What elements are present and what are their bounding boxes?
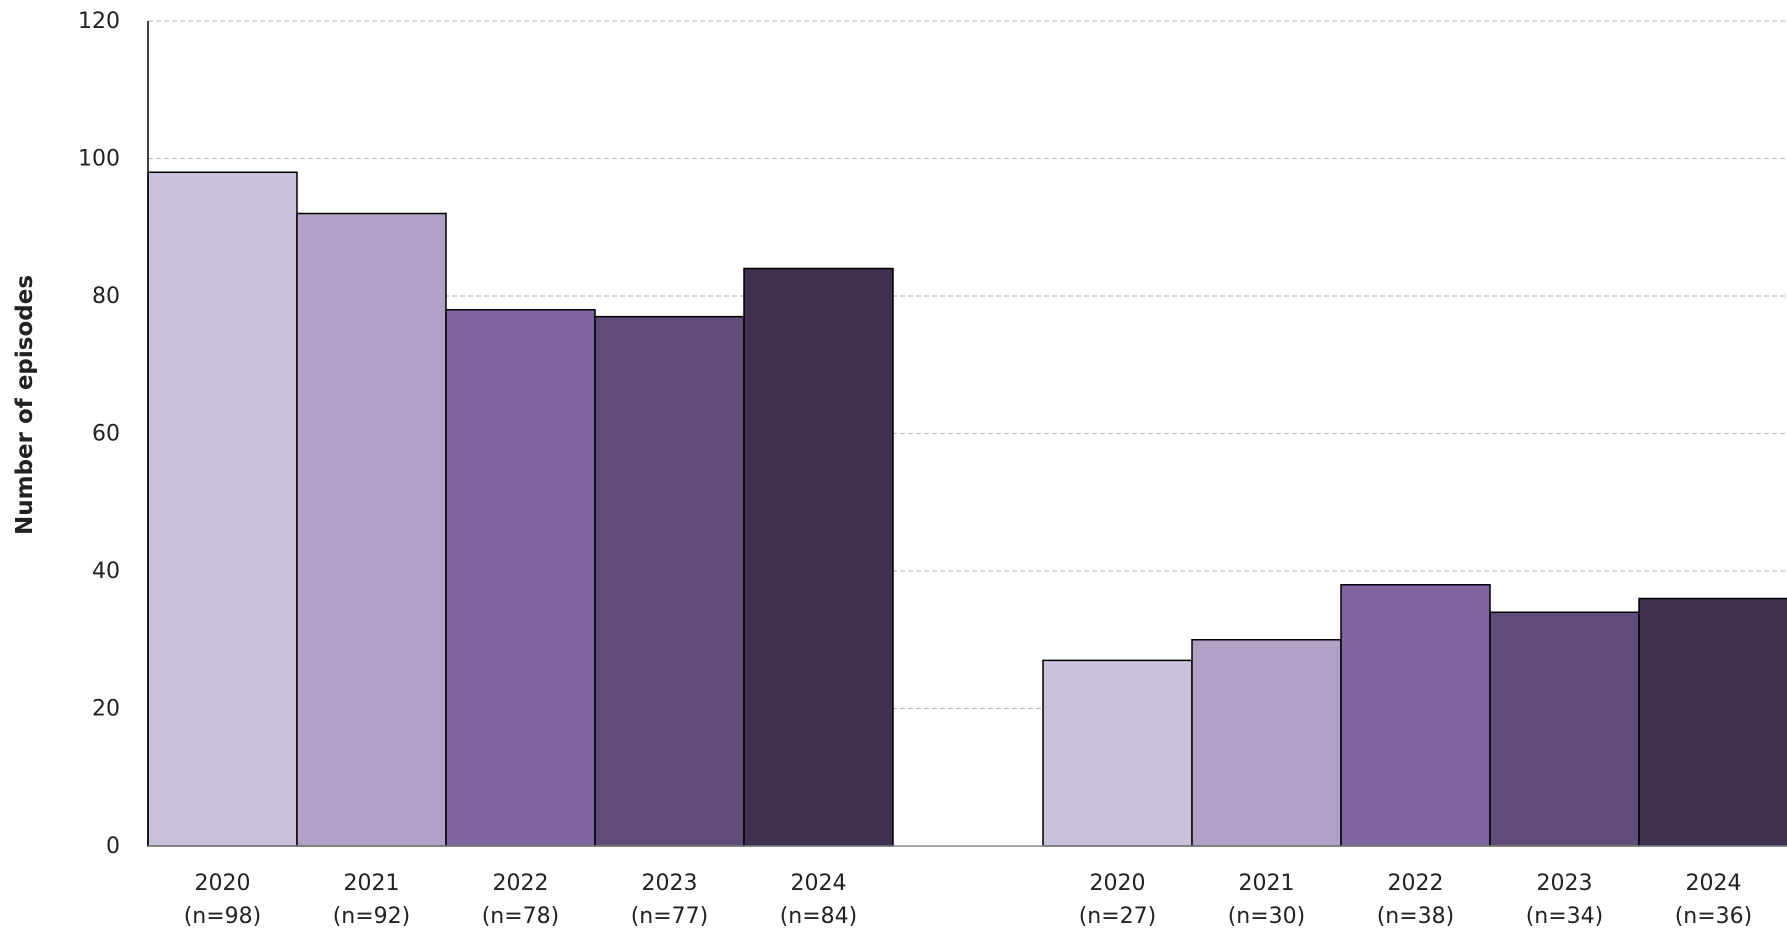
bar-2020 xyxy=(147,171,298,847)
category-label-year: 2021 xyxy=(1239,871,1295,896)
category-label-year: 2022 xyxy=(493,871,549,896)
category-labels: 2020 (n=98) 2021 (n=92) 2022 (n=78) 2023 (n=77)… xyxy=(184,871,1753,929)
bar-2023 xyxy=(594,315,745,847)
category-label-n: (n=27) xyxy=(1079,904,1157,929)
y-tick-labels: 0 20 40 60 80 100 120 xyxy=(78,9,120,859)
category-label-year: 2023 xyxy=(1537,871,1593,896)
category-label-year: 2024 xyxy=(791,871,847,896)
category-label-n: (n=84) xyxy=(780,904,858,929)
category-label-n: (n=77) xyxy=(631,904,709,929)
category-label-n: (n=30) xyxy=(1228,904,1306,929)
category-label-year: 2020 xyxy=(1090,871,1146,896)
bar-2021 xyxy=(1191,639,1342,847)
bar-2020 xyxy=(1042,659,1193,847)
category-label-year: 2021 xyxy=(344,871,400,896)
y-tick-label: 0 xyxy=(106,834,120,859)
y-tick-label: 100 xyxy=(78,147,120,172)
category-label-year: 2022 xyxy=(1388,871,1444,896)
category-label-n: (n=34) xyxy=(1526,904,1604,929)
y-tick-label: 20 xyxy=(92,697,120,722)
y-tick-label: 120 xyxy=(78,9,120,34)
category-label-year: 2024 xyxy=(1686,871,1742,896)
category-label-year: 2020 xyxy=(195,871,251,896)
category-label-year: 2023 xyxy=(642,871,698,896)
category-label-n: (n=36) xyxy=(1675,904,1753,929)
y-axis-title: Number of episodes xyxy=(12,275,38,535)
bars xyxy=(147,171,1787,847)
y-tick-label: 40 xyxy=(92,559,120,584)
category-label-n: (n=38) xyxy=(1377,904,1455,929)
y-tick-label: 60 xyxy=(92,422,120,447)
category-label-n: (n=78) xyxy=(482,904,560,929)
bar-2022 xyxy=(445,309,596,847)
y-tick-label: 80 xyxy=(92,284,120,309)
bar-2022 xyxy=(1340,584,1491,847)
category-label-n: (n=98) xyxy=(184,904,262,929)
bar-2021 xyxy=(296,212,447,847)
bar-2023 xyxy=(1489,611,1640,847)
axes xyxy=(147,21,1787,847)
bar-2024 xyxy=(1638,597,1787,847)
category-label-n: (n=92) xyxy=(333,904,411,929)
bar-2024 xyxy=(743,267,894,847)
